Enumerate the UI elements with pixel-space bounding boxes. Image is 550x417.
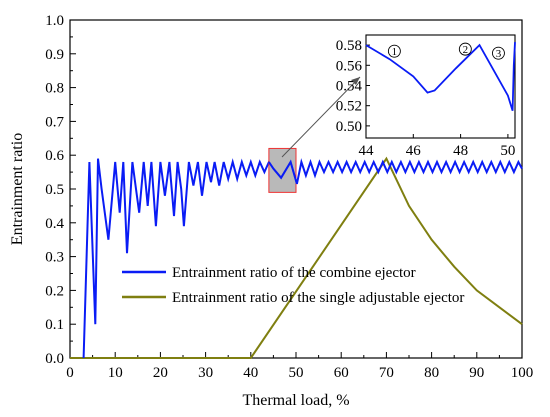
main-y-axis: 0.0 0.1 0.2 0.3 0.4 0.5 0.6 0.7 0.8 0.9 1.0	[45, 13, 76, 367]
zoom-highlight-region	[268, 147, 297, 193]
y-tick-label: 0.4	[45, 216, 64, 232]
inset-marker-circle	[491, 46, 505, 60]
y-tick-label: 0.8	[45, 81, 64, 97]
inset-marker-label: 2	[463, 44, 469, 56]
inset-connector-arrow	[281, 76, 361, 158]
inset-marker-label: 3	[496, 48, 502, 60]
x-tick-label: 20	[153, 365, 168, 381]
y-tick-label: 1.0	[45, 13, 64, 29]
y-tick-label: 0.5	[45, 182, 64, 198]
x-tick-label: 30	[198, 365, 213, 381]
y-tick-label: 0.2	[45, 283, 64, 299]
legend-label-single: Entrainment ratio of the single adjustab…	[172, 290, 464, 306]
inset-y-tick-label: 0.58	[336, 38, 362, 54]
inset-marker-label: 1	[392, 46, 398, 58]
inset-y-tick-label: 0.54	[336, 78, 363, 94]
inset-point-markers: 1 2 3	[387, 42, 505, 60]
inset-series-line	[365, 42, 516, 111]
inset-marker-circle	[458, 42, 472, 56]
inset-y-tick-label: 0.50	[336, 119, 362, 135]
y-tick-label: 0.1	[45, 317, 64, 333]
legend: Entrainment ratio of the combine ejector…	[122, 265, 464, 306]
series-line-combine-ejector	[82, 158, 523, 359]
x-tick-label: 50	[289, 365, 304, 381]
main-x-axis: 0 10 20 30 40 50 60 70 80 90 100	[66, 352, 533, 381]
x-tick-label: 100	[511, 365, 534, 381]
inset-y-tick-label: 0.52	[336, 99, 362, 115]
x-tick-label: 40	[243, 365, 258, 381]
x-tick-label: 60	[334, 365, 349, 381]
x-tick-label: 70	[379, 365, 394, 381]
inset-x-tick-label: 50	[500, 143, 515, 159]
x-tick-label: 0	[66, 365, 74, 381]
zoom-highlight-curve	[268, 159, 298, 185]
inset-marker-circle	[387, 44, 401, 58]
x-axis-title: Thermal load, %	[242, 392, 349, 409]
x-tick-label: 80	[424, 365, 439, 381]
inset-y-axis: 0.50 0.52 0.54 0.56 0.58	[336, 38, 370, 135]
inset-x-tick-label: 46	[406, 143, 422, 159]
inset-x-tick-label: 48	[453, 143, 468, 159]
series-line-single-adjustable-ejector	[70, 156, 523, 359]
x-tick-label: 10	[108, 365, 123, 381]
inset-y-tick-label: 0.56	[336, 58, 363, 74]
y-tick-label: 0.9	[45, 47, 64, 63]
legend-label-combine: Entrainment ratio of the combine ejector	[172, 265, 416, 281]
arrow-head	[351, 77, 360, 85]
y-tick-label: 0.7	[45, 114, 64, 130]
y-axis-title: Entrainment ratio	[9, 133, 26, 245]
inset-x-tick-label: 44	[359, 143, 375, 159]
y-tick-label: 0.0	[45, 351, 64, 367]
inset-x-axis: 44 46 48 50	[359, 134, 515, 159]
y-tick-label: 0.3	[45, 250, 64, 266]
y-tick-label: 0.6	[45, 148, 64, 164]
x-tick-label: 90	[469, 365, 484, 381]
